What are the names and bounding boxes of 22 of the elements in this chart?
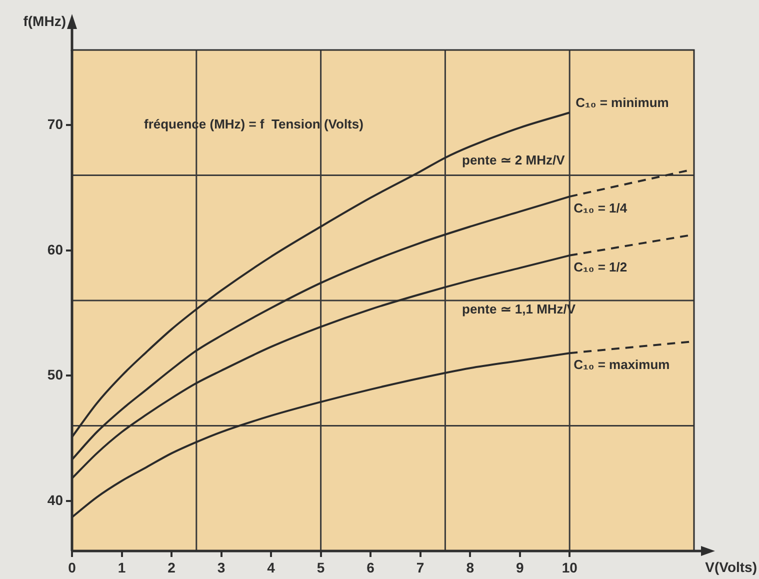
annotation: pente ≃ 2 MHz/V xyxy=(462,152,566,168)
y-tick-label: 40 xyxy=(47,492,64,508)
x-tick-label: 0 xyxy=(68,559,76,576)
x-tick-label: 10 xyxy=(562,559,578,576)
x-tick-label: 1 xyxy=(118,559,126,576)
series-label: C₁₀ = minimum xyxy=(576,95,669,110)
x-tick-label: 4 xyxy=(267,559,276,576)
y-tick-label: 50 xyxy=(47,366,64,383)
y-tick-label: 70 xyxy=(47,116,64,132)
x-tick-label: 8 xyxy=(466,559,474,576)
x-tick-label: 9 xyxy=(516,559,524,576)
series-label: C₁₀ = 1/2 xyxy=(574,259,628,274)
series-label: C₁₀ = 1/4 xyxy=(574,200,628,216)
x-tick-label: 3 xyxy=(217,559,226,576)
x-tick-label: 2 xyxy=(168,559,176,576)
y-tick-label: 60 xyxy=(47,241,64,258)
x-tick-label: 5 xyxy=(316,559,325,576)
x-tick-label: 6 xyxy=(366,559,375,576)
y-axis-title: f(MHz) xyxy=(23,12,66,29)
x-axis-title: V(Volts) xyxy=(705,558,757,575)
x-tick-label: 7 xyxy=(416,559,424,576)
series-label: C₁₀ = maximum xyxy=(574,357,670,372)
